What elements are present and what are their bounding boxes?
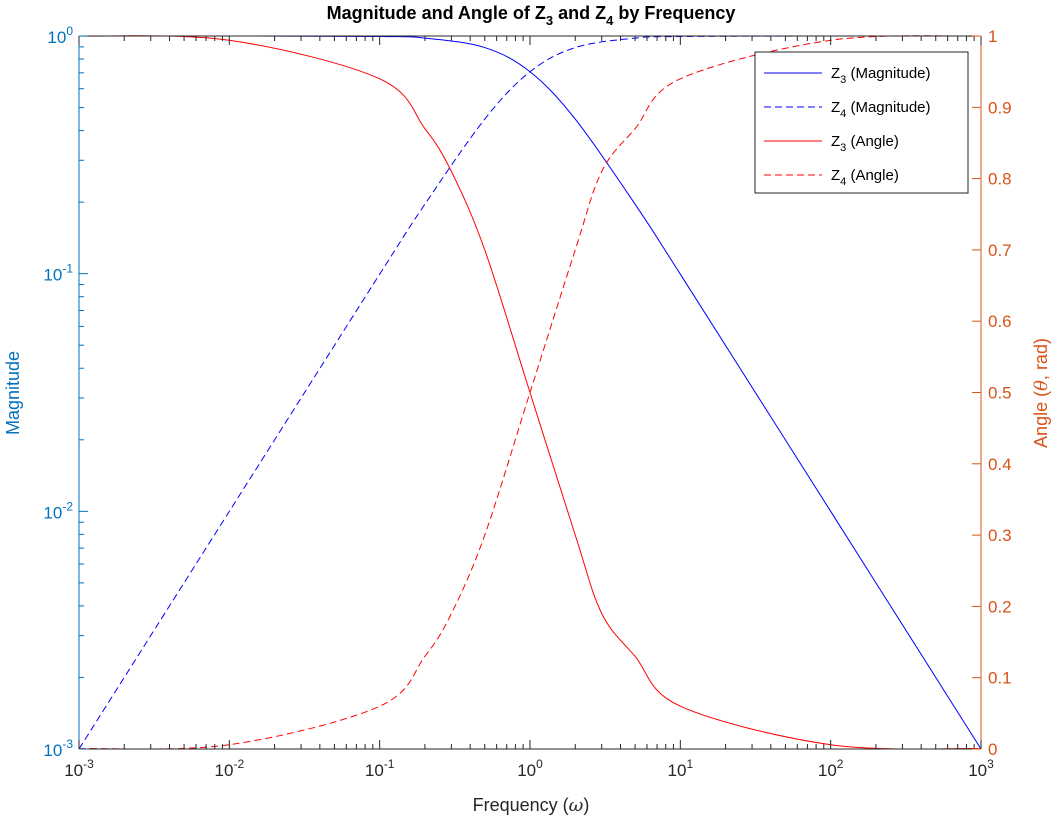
y-right-tick-label: 0.1 bbox=[988, 669, 1012, 688]
y-right-tick-label: 0.2 bbox=[988, 597, 1012, 616]
legend-box bbox=[754, 51, 969, 194]
x-axis-label: Frequency (ω) bbox=[473, 795, 590, 816]
y-right-tick-label: 0.7 bbox=[988, 241, 1012, 260]
y-left-tick-label: 100 bbox=[47, 24, 73, 47]
legend-label: Z3 (Angle) bbox=[831, 133, 899, 154]
axes-layer bbox=[78, 35, 982, 750]
chart-title: Magnitude and Angle of Z3 and Z4 by Freq… bbox=[327, 3, 736, 28]
y-left-axis-label: Magnitude bbox=[3, 351, 23, 435]
x-tick-label: 100 bbox=[517, 757, 543, 780]
y-right-tick-label: 0.4 bbox=[988, 455, 1012, 474]
y-right-tick-label: 1 bbox=[988, 27, 997, 46]
x-tick-label: 10-2 bbox=[215, 757, 245, 780]
y-right-tick-label: 0.3 bbox=[988, 526, 1012, 545]
legend-label: Z4 (Angle) bbox=[831, 167, 899, 188]
y-right-tick-label: 0 bbox=[988, 740, 997, 759]
y-right-tick-label: 0.8 bbox=[988, 170, 1012, 189]
y-left-tick-label: 10-3 bbox=[43, 737, 73, 760]
legend-label: Z3 (Magnitude) bbox=[831, 65, 931, 86]
y-left-tick-label: 10-1 bbox=[43, 262, 73, 285]
x-tick-label: 10-3 bbox=[64, 757, 94, 780]
x-tick-label: 102 bbox=[818, 757, 844, 780]
legend-label: Z4 (Magnitude) bbox=[831, 99, 931, 120]
y-right-tick-label: 0.5 bbox=[988, 384, 1012, 403]
y-right-tick-label: 0.6 bbox=[988, 312, 1012, 331]
x-tick-label: 103 bbox=[968, 757, 994, 780]
y-left-tick-label: 10-2 bbox=[43, 499, 73, 522]
y-right-axis-label: Angle (θ, rad) bbox=[1031, 338, 1052, 448]
x-tick-label: 10-1 bbox=[365, 757, 395, 780]
series-line-2 bbox=[78, 35, 982, 750]
tick-label-layer: 10-3 10-2 10-1 100 101 102 103 10-3 10-2 10-1 100 0… bbox=[43, 24, 1011, 780]
legend: Z3 (Magnitude) Z4 (Magnitude) Z3 (Angle) Z4… bbox=[754, 51, 969, 194]
x-tick-label: 101 bbox=[668, 757, 694, 780]
series-line-4 bbox=[78, 35, 982, 750]
y-right-tick-label: 0.9 bbox=[988, 98, 1012, 117]
